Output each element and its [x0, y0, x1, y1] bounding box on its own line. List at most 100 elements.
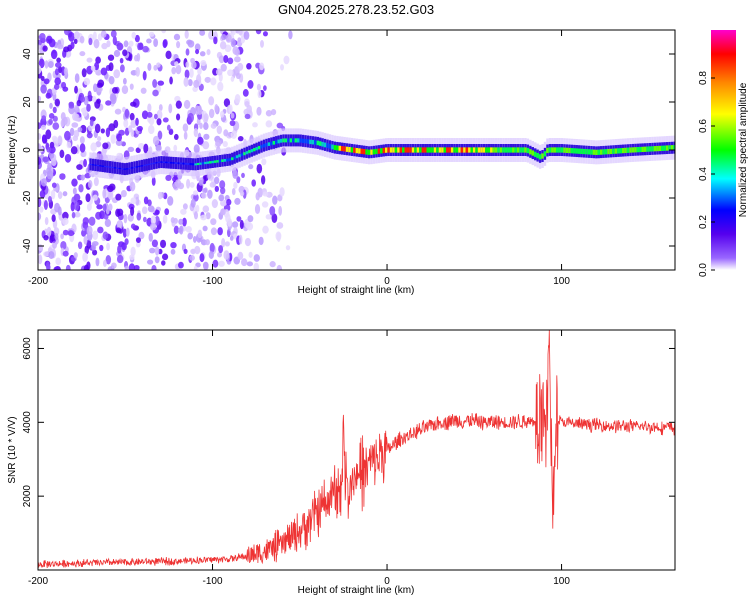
- spectrogram-cell: [183, 131, 188, 140]
- spectrogram-cell: [306, 139, 310, 144]
- spectrogram-cell: [421, 147, 425, 153]
- spectrogram-cell: [151, 239, 158, 248]
- spectrogram-cell: [223, 98, 231, 108]
- spectrogram-cell: [90, 142, 97, 152]
- spectrogram-cell: [111, 262, 117, 269]
- spectrogram-cell: [128, 40, 134, 47]
- spectrogram-cell: [89, 163, 92, 166]
- spectrogram-cell: [235, 155, 239, 159]
- spectrogram-cell: [247, 80, 254, 89]
- spectrogram-cell: [108, 62, 114, 72]
- spectrogram-cell: [443, 147, 447, 153]
- spectrogram-cell: [389, 147, 393, 153]
- spectrogram-cell: [71, 211, 76, 219]
- spectrogram-cell: [108, 183, 116, 191]
- spectrogram-cell: [97, 136, 102, 142]
- spectrogram-cell: [117, 254, 124, 264]
- spectrogram-cell: [409, 147, 412, 153]
- spectrogram-cell: [260, 175, 266, 185]
- spectrogram-cell: [152, 89, 159, 97]
- spectrogram-cell: [183, 99, 191, 110]
- spectrogram-cell: [570, 148, 574, 154]
- spectrogram-cell: [70, 201, 75, 212]
- spectrogram-cell: [534, 151, 537, 157]
- spectrogram-cell: [169, 128, 174, 135]
- spectrogram-cell: [43, 78, 50, 85]
- spectrogram-cell: [63, 46, 70, 53]
- spectrogram-cell: [568, 147, 571, 154]
- spectrogram-cell: [670, 145, 674, 151]
- spectrogram-cell: [41, 178, 48, 187]
- spectrogram-cell: [206, 49, 211, 56]
- spectrogram-cell: [193, 127, 199, 138]
- spectrogram-cell: [239, 190, 245, 197]
- spectrogram-cell: [94, 123, 101, 134]
- spectrogram-xtick-label: -100: [203, 276, 223, 287]
- spectrogram-cell: [104, 165, 107, 168]
- spectrogram-cell: [99, 244, 104, 252]
- spectrogram-cell: [161, 253, 169, 261]
- spectrogram-ytick-label: 20: [22, 96, 33, 108]
- spectrogram-cell: [468, 147, 471, 153]
- spectrogram-cell: [282, 138, 285, 143]
- spectrogram-cell: [242, 89, 249, 97]
- spectrogram-cell: [612, 148, 615, 154]
- spectrogram-cell: [372, 149, 376, 155]
- spectrogram-cell: [130, 246, 136, 257]
- spectrogram-cell: [157, 191, 163, 200]
- spectrogram-cell: [217, 81, 224, 92]
- spectrogram-cell: [108, 76, 115, 85]
- spectrogram-cell: [424, 147, 427, 153]
- spectrogram-cell: [289, 138, 293, 143]
- spectrogram-cell: [56, 44, 64, 50]
- spectrogram-cell: [200, 192, 207, 199]
- spectrogram-cell: [184, 30, 189, 39]
- spectrogram-cell: [526, 147, 530, 154]
- spectrogram-cell: [590, 149, 593, 155]
- spectrogram-cell: [477, 147, 481, 153]
- spectrogram-cell: [236, 176, 241, 184]
- spectrogram-cell: [88, 216, 96, 226]
- spectrogram-cell: [106, 242, 110, 251]
- spectrogram-cell: [350, 147, 354, 153]
- spectrogram-cell: [404, 147, 407, 153]
- spectrogram-cell: [154, 215, 160, 226]
- spectrogram-cell: [136, 212, 142, 221]
- spectrogram-cell: [96, 86, 103, 93]
- spectrogram-cell: [287, 138, 290, 143]
- spectrogram-cell: [226, 158, 229, 162]
- spectrogram-cell: [111, 86, 119, 94]
- spectrogram-cell: [184, 69, 190, 79]
- spectrogram-cell: [62, 86, 69, 92]
- spectrogram-cell: [86, 132, 93, 139]
- spectrogram-cell: [197, 229, 203, 239]
- spectrogram-cell: [101, 165, 104, 167]
- colorbar-tick-label: 0.0: [698, 263, 709, 277]
- spectrogram-cell: [155, 162, 158, 164]
- spectrogram-cell: [360, 148, 363, 154]
- spectrogram-xtick-label: 100: [553, 276, 570, 287]
- spectrogram-cell: [134, 34, 140, 43]
- spectrogram-cell: [621, 147, 625, 154]
- spectrogram-cell: [225, 34, 232, 43]
- spectrogram-cell: [367, 149, 371, 155]
- spectrogram-cell: [237, 135, 244, 142]
- spectrogram-cell: [128, 263, 135, 270]
- spectrogram-cell: [53, 227, 60, 236]
- spectrogram-cell: [661, 145, 664, 151]
- spectrogram-cell: [105, 205, 110, 215]
- spectrogram-cell: [648, 146, 652, 152]
- spectrogram-cell: [195, 48, 200, 55]
- spectrogram-cell: [74, 211, 81, 218]
- spectrogram-cell: [97, 226, 104, 234]
- spectrogram-cell: [116, 133, 123, 142]
- spectrogram-cell: [124, 238, 129, 245]
- spectrogram-cell: [178, 261, 184, 269]
- spectrogram-cell: [253, 148, 256, 152]
- spectrogram-cell: [110, 134, 116, 144]
- spectrogram-cell: [265, 214, 272, 220]
- spectrogram-cell: [121, 85, 129, 95]
- spectrogram-cell: [55, 257, 62, 266]
- spectrogram-cell: [60, 241, 67, 250]
- spectrogram-cell: [416, 147, 420, 153]
